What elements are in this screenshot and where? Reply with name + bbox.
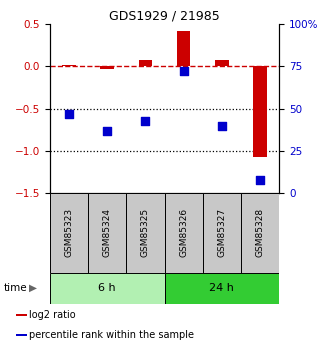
Bar — [100, 66, 114, 69]
Text: GSM85323: GSM85323 — [65, 208, 74, 257]
Text: GSM85327: GSM85327 — [217, 208, 226, 257]
Text: 6 h: 6 h — [98, 283, 116, 293]
Bar — [241, 193, 279, 273]
Bar — [139, 60, 152, 66]
Text: GSM85325: GSM85325 — [141, 208, 150, 257]
Bar — [164, 193, 203, 273]
Bar — [16, 334, 27, 336]
Text: GSM85326: GSM85326 — [179, 208, 188, 257]
Point — [257, 177, 263, 183]
Point — [66, 111, 72, 117]
Bar — [164, 273, 279, 304]
Point — [219, 123, 224, 128]
Text: log2 ratio: log2 ratio — [29, 310, 75, 320]
Bar — [50, 273, 164, 304]
Text: percentile rank within the sample: percentile rank within the sample — [29, 330, 194, 340]
Text: ▶: ▶ — [29, 283, 37, 293]
Bar — [215, 60, 229, 66]
Title: GDS1929 / 21985: GDS1929 / 21985 — [109, 10, 220, 23]
Bar — [88, 193, 126, 273]
Bar — [16, 314, 27, 316]
Text: 24 h: 24 h — [210, 283, 234, 293]
Bar — [126, 193, 164, 273]
Bar — [50, 193, 88, 273]
Bar — [177, 31, 190, 66]
Bar — [203, 193, 241, 273]
Point — [181, 69, 186, 74]
Text: GSM85328: GSM85328 — [256, 208, 265, 257]
Bar — [254, 66, 267, 157]
Point — [105, 128, 110, 134]
Point — [143, 118, 148, 123]
Text: time: time — [3, 283, 27, 293]
Text: GSM85324: GSM85324 — [103, 208, 112, 257]
Bar — [62, 65, 75, 66]
